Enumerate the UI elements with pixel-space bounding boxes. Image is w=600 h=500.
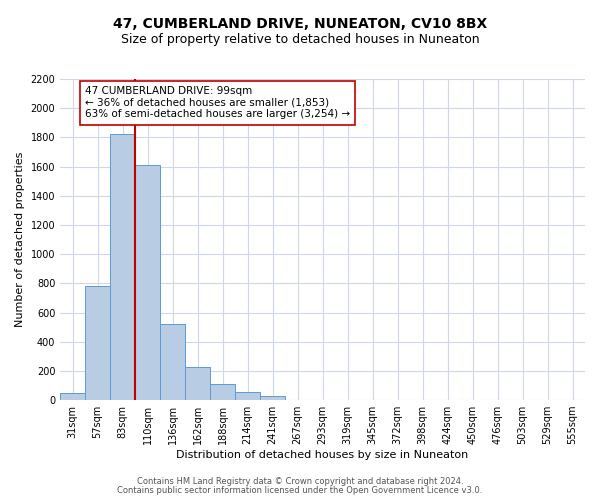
Bar xyxy=(235,392,260,400)
Text: 47 CUMBERLAND DRIVE: 99sqm
← 36% of detached houses are smaller (1,853)
63% of s: 47 CUMBERLAND DRIVE: 99sqm ← 36% of deta… xyxy=(85,86,350,120)
Y-axis label: Number of detached properties: Number of detached properties xyxy=(15,152,25,327)
Bar xyxy=(210,384,235,400)
Bar xyxy=(160,324,185,400)
Bar xyxy=(185,366,210,400)
Bar xyxy=(110,134,135,400)
Bar xyxy=(135,165,160,400)
X-axis label: Distribution of detached houses by size in Nuneaton: Distribution of detached houses by size … xyxy=(176,450,469,460)
Text: 47, CUMBERLAND DRIVE, NUNEATON, CV10 8BX: 47, CUMBERLAND DRIVE, NUNEATON, CV10 8BX xyxy=(113,18,487,32)
Bar xyxy=(60,393,85,400)
Text: Contains HM Land Registry data © Crown copyright and database right 2024.: Contains HM Land Registry data © Crown c… xyxy=(137,477,463,486)
Text: Size of property relative to detached houses in Nuneaton: Size of property relative to detached ho… xyxy=(121,32,479,46)
Bar xyxy=(85,286,110,400)
Text: Contains public sector information licensed under the Open Government Licence v3: Contains public sector information licen… xyxy=(118,486,482,495)
Bar xyxy=(260,396,285,400)
